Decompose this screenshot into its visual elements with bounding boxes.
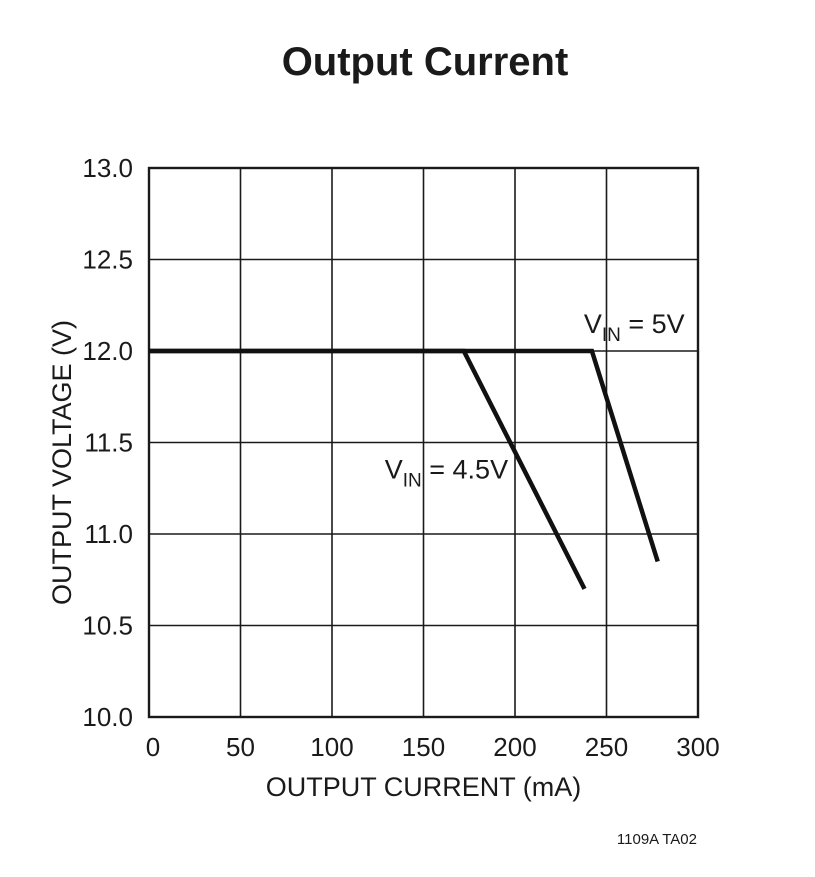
series-label-rest: = 5V: [621, 309, 685, 339]
y-tick-labels: 10.0 10.5 11.0 11.5 12.0 12.5 13.0: [82, 153, 133, 732]
y-tick-label: 11.0: [84, 519, 133, 549]
series-line-vin-5v: [149, 348, 660, 563]
y-axis-label: OUTPUT VOLTAGE (V): [47, 320, 77, 605]
series-label-main: V: [584, 309, 602, 339]
y-tick-label: 10.5: [82, 611, 133, 641]
series-label-vin-5v: VIN = 5V: [584, 309, 685, 346]
plot-frame: [147, 166, 700, 719]
series-label-subscript: IN: [403, 471, 422, 492]
series-label-vin-4-5v: VIN = 4.5V: [385, 455, 508, 492]
y-tick-label: 13.0: [82, 153, 133, 183]
x-tick-label: 150: [402, 732, 445, 762]
x-tick-label: 0: [146, 732, 160, 762]
y-tick-label: 12.0: [82, 336, 133, 366]
figure-code: 1109A TA02: [617, 831, 697, 848]
series-label-subscript: IN: [602, 325, 621, 346]
series-label-main: V: [385, 455, 403, 485]
x-tick-labels: 0 50 100 150 200 250 300: [146, 732, 720, 762]
y-tick-label: 11.5: [84, 428, 133, 458]
chart-title: Output Current: [282, 40, 569, 84]
x-tick-label: 50: [226, 732, 255, 762]
series-label-rest: = 4.5V: [422, 455, 508, 485]
grid: [148, 167, 699, 718]
x-tick-label: 300: [676, 732, 719, 762]
x-axis-label: OUTPUT CURRENT (mA): [266, 772, 582, 802]
x-tick-label: 200: [493, 732, 536, 762]
x-tick-label: 250: [585, 732, 628, 762]
y-tick-label: 12.5: [82, 245, 133, 275]
x-tick-label: 100: [310, 732, 353, 762]
series-lines: [149, 348, 660, 590]
series-line-vin-4-5v: [149, 348, 587, 590]
y-tick-label: 10.0: [82, 702, 133, 732]
